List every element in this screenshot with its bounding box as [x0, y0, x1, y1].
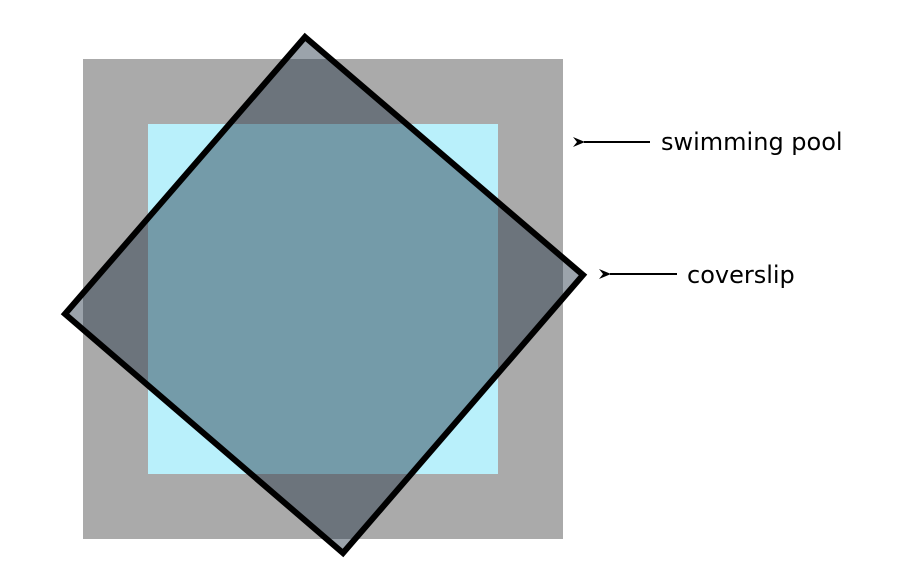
coverslip-label: coverslip: [687, 261, 795, 289]
swimming-pool-label: swimming pool: [661, 128, 843, 156]
pool-water: [148, 124, 498, 474]
coverslip-square: [60, 32, 588, 558]
